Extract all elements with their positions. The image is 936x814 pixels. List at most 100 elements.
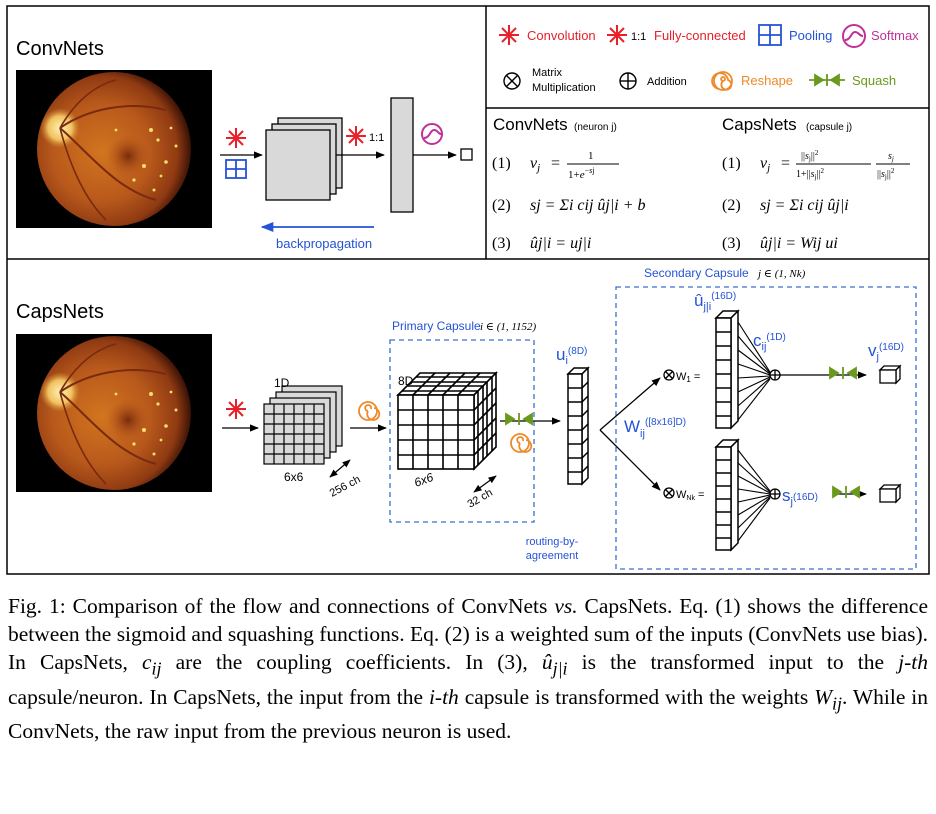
eq-conv-n1: (1) xyxy=(492,155,511,172)
legend-convolution-label: Convolution xyxy=(527,28,596,43)
caption-text: Fig. 1: Comparison of the flow and conne… xyxy=(8,594,929,744)
w-label: Wij([8x16]D) xyxy=(624,417,686,440)
retina-image-bottom xyxy=(15,333,213,493)
legend-squash-label: Squash xyxy=(852,73,896,88)
legend-fc-prefix: 1:1 xyxy=(631,31,646,43)
secondary-capsule-title: Secondary Capsule xyxy=(644,266,749,280)
legend-squash-icon xyxy=(809,73,845,87)
retina-image-top xyxy=(15,69,213,229)
primary-depth: 8D xyxy=(398,374,414,388)
eq-caps-3: ûj|i = Wij ui xyxy=(760,235,838,252)
eq-conv-1: vj = 1 1+e−sj xyxy=(530,150,619,181)
primary-channels-arrow xyxy=(473,475,497,493)
wn-label: WNk = xyxy=(676,489,704,502)
secondary-capsule-box xyxy=(615,286,917,570)
legend-matrix-mult-icon xyxy=(503,72,521,90)
convnets-title: ConvNets xyxy=(16,38,104,60)
legend-addition-icon xyxy=(619,72,637,90)
secondary-capsule-range: j ∈ (1, Nk) xyxy=(756,268,806,280)
fc-dims-label: 1:1 xyxy=(369,132,384,144)
addition-symbol-1 xyxy=(769,369,781,381)
figure-frame xyxy=(6,5,930,575)
uhat-label: ûj|i(16D) xyxy=(694,291,736,313)
output-capsule-v xyxy=(879,365,901,384)
legend-fully-connected-icon xyxy=(607,25,627,45)
w1-label: W1 = xyxy=(676,371,700,384)
caps-convolution-symbol xyxy=(226,399,246,419)
layer1-size: 6x6 xyxy=(284,470,304,484)
eq-conv-2: sj = Σi cij ûj|i + b xyxy=(530,197,646,214)
svg-text:||sj||2: ||sj||2 xyxy=(877,167,895,181)
legend-reshape-label: Reshape xyxy=(741,73,793,88)
eq-conv-3: ûj|i = uj|i xyxy=(530,235,591,252)
primary-capsule-range: i ∈ (1, 1152) xyxy=(480,321,537,333)
layer1-channels: 256 ch xyxy=(328,474,363,500)
eq-caps-2: sj = Σi cij ûj|i xyxy=(760,197,849,214)
reshape-symbol-2 xyxy=(510,433,533,453)
eq-caps-title: CapsNets xyxy=(722,115,797,134)
capsnets-panel: CapsNets 1D 6x6 256 ch Primary Capsule i… xyxy=(15,266,917,570)
eq-caps-1: vj = ||sj||2 1+||sj||2 sj ||sj||2 xyxy=(760,149,910,181)
legend-addition-label: Addition xyxy=(647,76,687,88)
uhat-column-2 xyxy=(714,438,740,552)
branch-to-wn xyxy=(599,429,661,491)
legend-pooling-icon xyxy=(758,24,782,46)
pooling-symbol xyxy=(225,159,247,179)
matmul-symbol-2 xyxy=(663,487,675,499)
uhat-column-1 xyxy=(714,309,740,430)
reshape-symbol-1 xyxy=(358,401,381,421)
svg-text:vj: vj xyxy=(760,155,770,174)
legend-matrix-mult-line2: Multiplication xyxy=(532,82,596,94)
matmul-symbol-1 xyxy=(663,369,675,381)
squash-symbol-primary xyxy=(505,412,533,426)
legend-fully-connected-label: Fully-connected xyxy=(654,28,746,43)
legend-pooling-label: Pooling xyxy=(789,28,832,43)
legend-softmax-label: Softmax xyxy=(871,28,919,43)
s-label: sj(16D) xyxy=(782,486,818,508)
primary-size: 6x6 xyxy=(412,470,435,490)
svg-text:vj: vj xyxy=(530,155,540,174)
c-label: cij(1D) xyxy=(753,331,786,353)
u-vector-column xyxy=(566,366,590,486)
layer1-channels-arrow xyxy=(329,459,351,478)
primary-capsule-title: Primary Capsule xyxy=(392,319,481,333)
svg-text:1+||sj||2: 1+||sj||2 xyxy=(796,167,825,181)
primary-capsule-block xyxy=(396,371,498,471)
layer1-depth: 1D xyxy=(274,376,290,390)
svg-text:=: = xyxy=(781,155,790,172)
convnets-panel: ConvNets 1:1 backpro xyxy=(15,38,473,251)
figure-caption: Fig. 1: Comparison of the flow and conne… xyxy=(8,592,928,746)
backprop-label: backpropagation xyxy=(276,236,372,251)
u-label: ui(8D) xyxy=(556,345,587,367)
conv-layer-grids xyxy=(263,385,343,465)
coupling-fan-2 xyxy=(737,449,771,542)
eq-conv-n3: (3) xyxy=(492,235,511,252)
svg-text:1+e−sj: 1+e−sj xyxy=(568,166,594,181)
branch-to-w1 xyxy=(599,377,661,431)
fc-layer-bar xyxy=(390,97,414,213)
eq-conv-title: ConvNets xyxy=(493,115,568,134)
softmax-symbol xyxy=(421,123,443,145)
legend-reshape-icon xyxy=(711,71,733,91)
svg-text:1: 1 xyxy=(588,150,594,162)
feature-maps-stack xyxy=(265,117,343,201)
routing-line2: agreement xyxy=(526,550,579,562)
routing-line1: routing-by- xyxy=(526,536,579,548)
primary-capsule-box xyxy=(389,339,535,523)
svg-text:||sj||2: ||sj||2 xyxy=(801,149,819,163)
eq-conv-sub: (neuron j) xyxy=(574,122,617,133)
svg-text:=: = xyxy=(551,155,560,172)
v-label: vj(16D) xyxy=(868,341,904,363)
comparison-figure: ConvNets 1:1 backpro xyxy=(6,5,930,575)
eq-conv-n2: (2) xyxy=(492,197,511,214)
convolution-symbol xyxy=(226,128,246,148)
primary-channels: 32 ch xyxy=(466,487,495,511)
legend-matrix-mult-line1: Matrix xyxy=(532,67,562,79)
output-capsule-vn xyxy=(879,484,901,503)
equations: ConvNets (neuron j) CapsNets (capsule j)… xyxy=(492,115,910,252)
eq-caps-n3: (3) xyxy=(722,235,741,252)
svg-text:sj: sj xyxy=(888,151,894,163)
eq-caps-sub: (capsule j) xyxy=(806,122,852,133)
legend-convolution-icon xyxy=(499,25,519,45)
addition-symbol-2 xyxy=(769,488,781,500)
